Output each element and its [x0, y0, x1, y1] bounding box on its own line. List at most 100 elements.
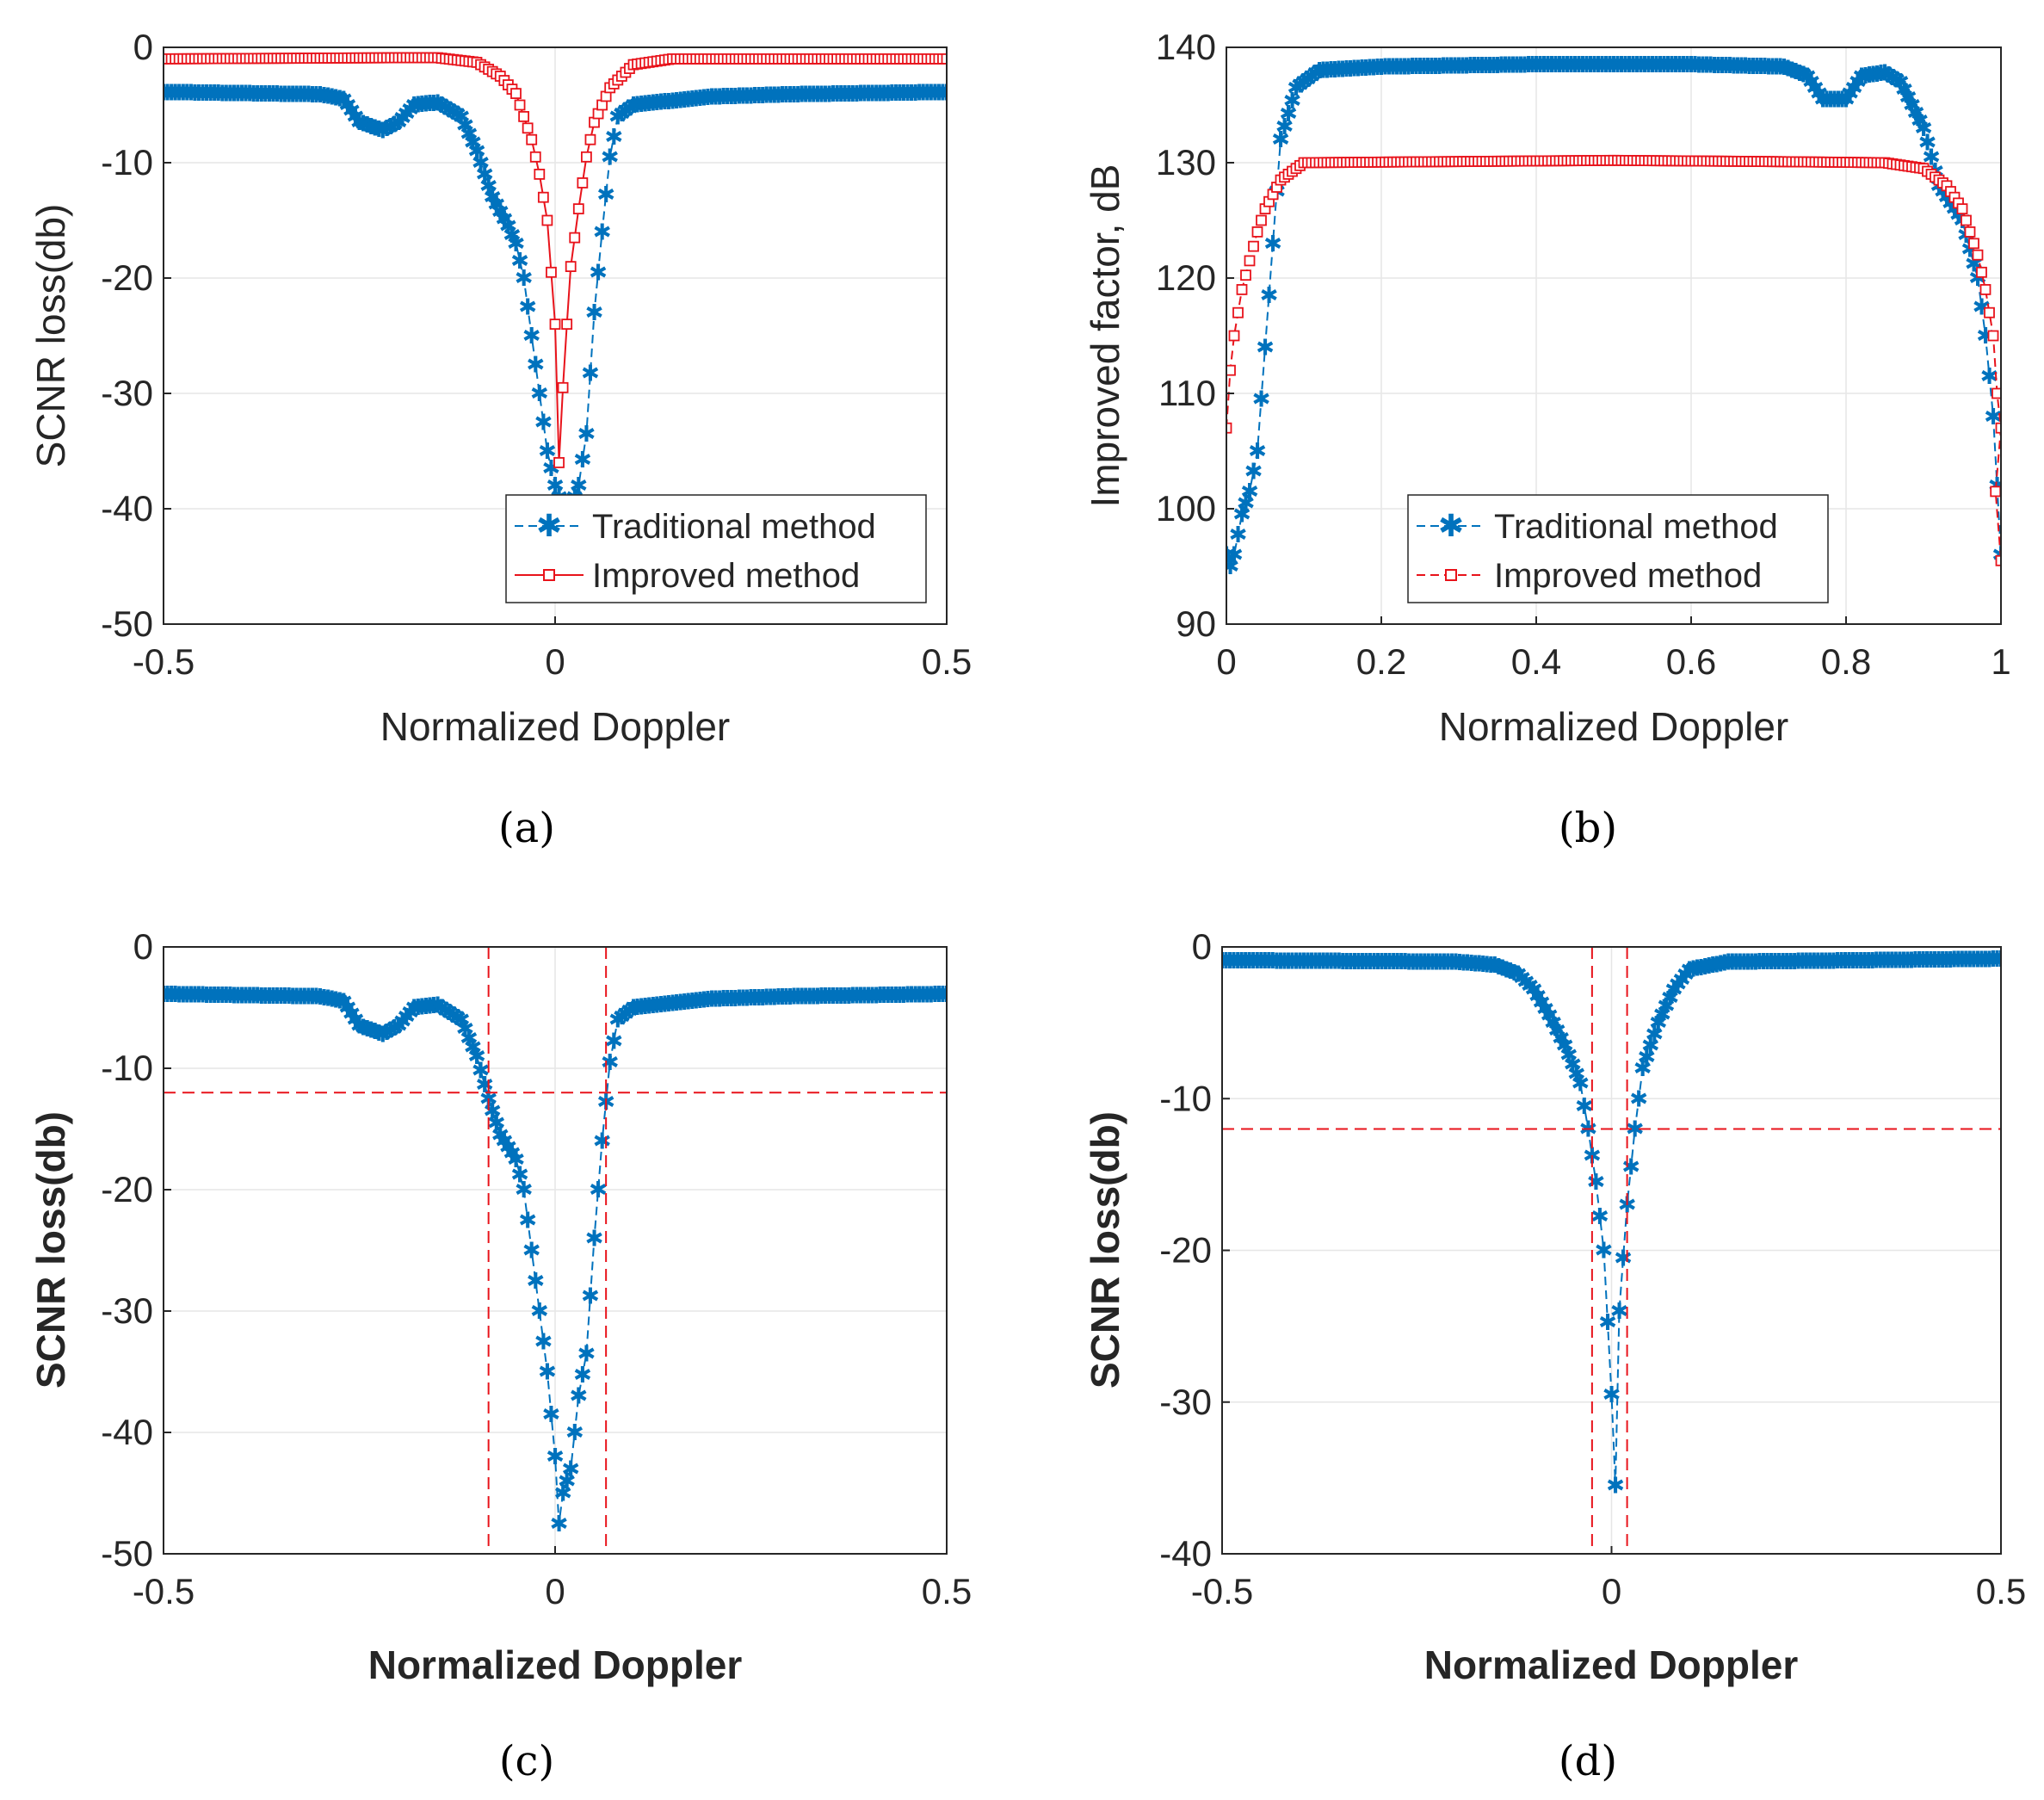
panel-d-series-0-marker-185: ✱ [1933, 948, 1952, 974]
panel-a-series-0-marker-61: ✱ [393, 106, 412, 132]
panel-c-series-0-marker-143: ✱ [714, 987, 733, 1012]
panel-a-series-0-marker-167: ✱ [808, 82, 827, 108]
panel-a-series-0-marker-22: ✱ [240, 82, 259, 108]
panel-b-series-0-marker-82: ✱ [1535, 53, 1553, 78]
panel-a-series-0-marker-19: ✱ [229, 82, 248, 108]
panel-d-series-0-marker-20: ✱ [1291, 949, 1310, 974]
panel-b-series-1-marker-195 [1976, 266, 1987, 278]
panel-d-series-0-marker-149: ✱ [1793, 949, 1812, 975]
panel-d-series-0-marker-129: ✱ [1715, 951, 1734, 977]
panel-c-series-0-marker-19: ✱ [229, 983, 248, 1009]
panel-a-series-0-marker-47: ✱ [338, 93, 357, 119]
panel-a-ytick-label-4: -40 [101, 488, 153, 529]
panel-b-series-0-marker-21: ✱ [1299, 67, 1318, 93]
panel-b-xtick-label-5: 1 [1991, 641, 2010, 682]
panel-a-ylabel: SCNR loss(db) [28, 204, 73, 468]
panel-d-series-0-marker-11: ✱ [1256, 949, 1275, 974]
panel-d-ytick-label-2: -20 [1159, 1230, 1212, 1271]
panel-a-series-0-marker-133: ✱ [675, 88, 694, 114]
panel-a-series-0-marker-4: ✱ [170, 81, 188, 107]
panel-c-series-0-marker-146: ✱ [726, 987, 744, 1012]
panel-a-series-0-marker-85: ✱ [487, 193, 506, 219]
panel-c-series-0-marker-197: ✱ [925, 982, 944, 1008]
panel-a-series-0-marker-192: ✱ [906, 81, 925, 107]
panel-b-series-0-marker-94: ✱ [1581, 53, 1600, 78]
panel-b-series-0-marker-34: ✱ [1349, 56, 1368, 82]
panel-c-series-0-marker-43: ✱ [323, 987, 342, 1013]
panel-c-series-0-marker-73: ✱ [440, 1000, 459, 1026]
panel-c-series-0-marker-117: ✱ [612, 1005, 631, 1030]
panel-d-series-0-marker-31: ✱ [1333, 949, 1352, 975]
panel-d-series-0-marker-162: ✱ [1843, 949, 1862, 974]
panel-b-series-0-marker-178: ✱ [1906, 101, 1925, 127]
panel-b-series-0-marker-124: ✱ [1697, 53, 1716, 79]
panel-b-series-0-marker-74: ✱ [1504, 53, 1522, 79]
panel-b-axes-box [1226, 46, 2002, 625]
panel-d-series-0-marker-71: ✱ [1489, 955, 1508, 980]
panel-d-series-0-marker-48: ✱ [1399, 949, 1418, 975]
panel-b-ylabel: Improved factor, dB [1083, 164, 1127, 508]
panel-c-series-0-marker-98: ✱ [538, 1360, 557, 1386]
panel-d-series-0-marker-167: ✱ [1863, 949, 1882, 974]
panel-b-series-1-marker-8 [1251, 226, 1263, 238]
panel-a-series-0-marker-56: ✱ [374, 118, 392, 144]
panel-c-series-0-marker-151: ✱ [745, 986, 764, 1011]
panel-d-series-0-marker-197: ✱ [1980, 947, 1999, 973]
panel-a-series-0-marker-120: ✱ [624, 93, 643, 119]
panel-a-series-0-marker-43: ✱ [323, 85, 342, 111]
panel-d-series-0-marker-74: ✱ [1501, 959, 1520, 985]
panel-d-series-0-marker-91: ✱ [1567, 1062, 1586, 1088]
panel-b-series-0-marker-170: ✱ [1875, 60, 1894, 86]
panel-c-series-0-marker-65: ✱ [409, 995, 428, 1021]
panel-b-series-0-marker-108: ✱ [1635, 53, 1654, 78]
panel-b-series-0-marker-147: ✱ [1787, 59, 1806, 85]
panel-c-series-0-marker-190: ✱ [898, 983, 917, 1009]
panel-d-series-0-marker-69: ✱ [1481, 953, 1500, 979]
panel-b-series-1-marker-3 [1232, 306, 1244, 319]
panel-d-series-0-marker-23: ✱ [1302, 949, 1321, 975]
panel-c-series-0-marker-163: ✱ [793, 985, 812, 1011]
panel-d-series-0-marker-128: ✱ [1711, 951, 1730, 977]
panel-c-series-0-marker-102: ✱ [553, 1481, 572, 1507]
panel-d-series-0-marker-66: ✱ [1470, 952, 1489, 978]
panel-d-series-0-marker-76: ✱ [1509, 962, 1528, 988]
panel-d-series-0-marker-182: ✱ [1922, 948, 1941, 974]
panel-d-series-0-marker-103: ✱ [1614, 1246, 1633, 1271]
panel-b-series-1-marker-7 [1248, 240, 1259, 252]
panel-a-series-1-marker-97 [537, 191, 549, 203]
panel-c-series-0-marker-33: ✱ [283, 984, 302, 1010]
panel-a-series-0-marker-163: ✱ [793, 83, 812, 108]
panel-d-series-0-marker-142: ✱ [1766, 949, 1785, 975]
panel-d-series-0-marker-179: ✱ [1910, 948, 1929, 974]
panel-c-series-0-marker-18: ✱ [225, 983, 244, 1009]
panel-b-series-0-marker-0: ✱ [1217, 543, 1236, 569]
panel-d-series-0-marker-190: ✱ [1953, 948, 1972, 974]
panel-a-series-0-marker-87: ✱ [495, 207, 514, 232]
panel-c-ytick-label-5: -50 [101, 1533, 153, 1574]
panel-a-series-0-marker-11: ✱ [197, 81, 216, 107]
panel-b-series-1-marker-5 [1240, 269, 1251, 281]
panel-a-series-0-marker-172: ✱ [828, 82, 847, 108]
panel-d-series-0-marker-177: ✱ [1902, 948, 1921, 974]
panel-b-caption: (b) [1559, 804, 1617, 852]
panel-b-legend-traditional: Traditional method [1494, 508, 1778, 546]
panel-c: ✱✱✱✱✱✱✱✱✱✱✱✱✱✱✱✱✱✱✱✱✱✱✱✱✱✱✱✱✱✱✱✱✱✱✱✱✱✱✱✱… [28, 926, 972, 1785]
panel-a-series-0-marker-144: ✱ [718, 84, 737, 110]
panel-b-series-0-marker-27: ✱ [1322, 58, 1341, 84]
panel-a-series-0-marker-195: ✱ [917, 81, 936, 107]
panel-c-series-0-marker-20: ✱ [232, 983, 251, 1009]
panel-a-series-0-marker-159: ✱ [777, 83, 796, 108]
panel-d-series-0-marker-30: ✱ [1330, 949, 1349, 975]
panel-b-series-0-marker-79: ✱ [1523, 53, 1542, 78]
panel-b-ytick-label-5: 140 [1156, 27, 1216, 67]
panel-a-series-0-marker-9: ✱ [189, 81, 208, 107]
panel-a-series-0-marker-131: ✱ [667, 89, 686, 114]
panel-b-series-0-marker-101: ✱ [1609, 53, 1627, 78]
panel-d-series-0-marker-122: ✱ [1688, 956, 1707, 982]
panel-b-series-0-marker-129: ✱ [1717, 53, 1736, 79]
panel-a-series-0-marker-135: ✱ [682, 87, 701, 113]
panel-a-series-0-marker-59: ✱ [386, 112, 404, 138]
panel-c-series-0-marker-60: ✱ [389, 1014, 408, 1040]
panel-b-series-0-marker-112: ✱ [1651, 53, 1670, 78]
panel-d-series-0-marker-150: ✱ [1797, 949, 1816, 975]
